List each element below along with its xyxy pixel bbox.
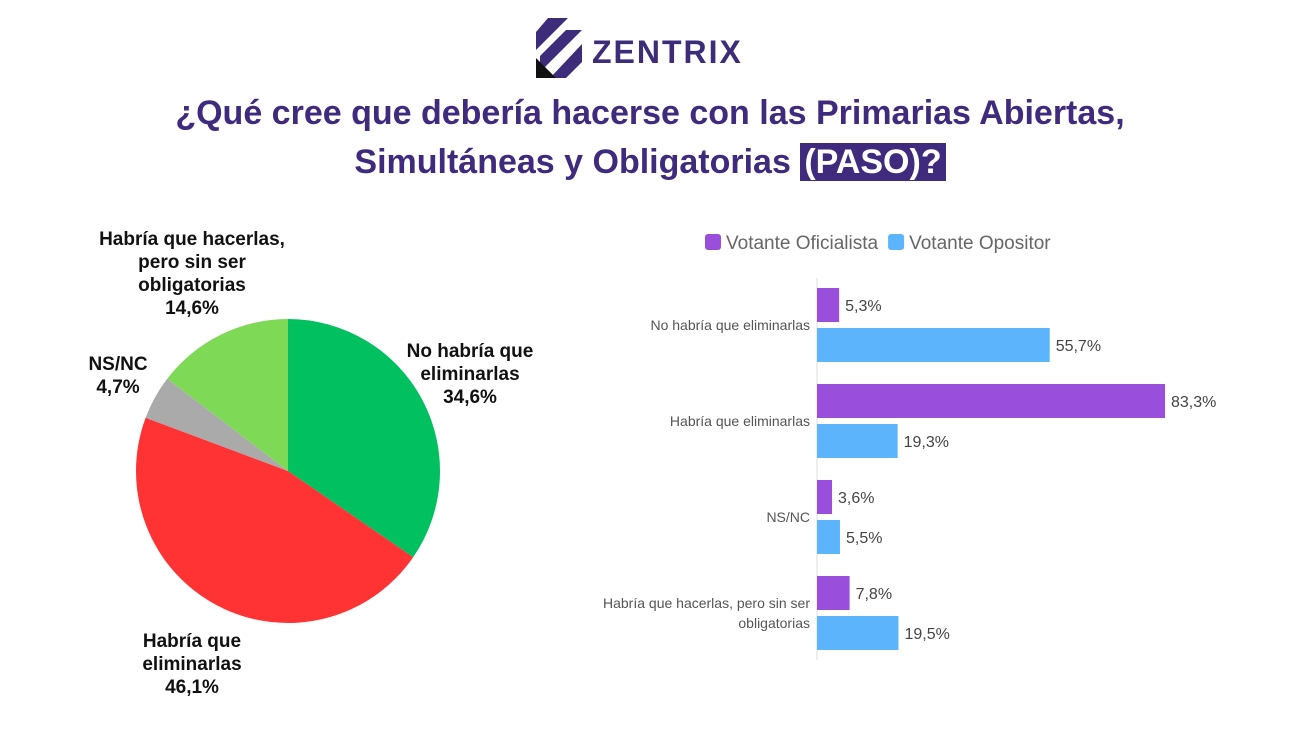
pie-label: No habría que eliminarlas 34,6%	[390, 340, 550, 409]
pie-slice	[136, 417, 414, 623]
pie-label: Habría que eliminarlas 46,1%	[112, 630, 272, 699]
title-highlight: (PASO)?	[800, 143, 946, 181]
value-label: 19,5%	[904, 626, 949, 643]
pie-value: 14,6%	[165, 298, 219, 319]
bar	[817, 288, 840, 322]
value-label: 19,3%	[904, 434, 949, 451]
value-label: 3,6%	[838, 490, 874, 507]
value-label: 55,7%	[1056, 338, 1101, 355]
legend-label: Votante Opositor	[909, 233, 1051, 254]
pie-value: 34,6%	[443, 387, 497, 408]
bar	[817, 616, 899, 650]
pie-label: Habría que hacerlas, pero sin ser obliga…	[82, 228, 302, 320]
pie-slice	[167, 319, 288, 471]
pie-category: Habría que eliminarlas	[142, 631, 242, 675]
value-label: 7,8%	[856, 586, 892, 603]
pie-label: NS/NC 4,7%	[38, 353, 198, 399]
pie-category: Habría que hacerlas, pero sin ser obliga…	[99, 229, 285, 296]
pie-category: No habría que eliminarlas	[406, 341, 534, 385]
category-label: No habría que eliminarlas	[650, 317, 810, 333]
logo-icon	[536, 18, 582, 78]
bar	[817, 328, 1050, 362]
bar	[817, 424, 898, 458]
legend-swatch	[888, 234, 905, 250]
legend-label: Votante Oficialista	[726, 233, 879, 254]
legend-swatch	[705, 234, 721, 250]
value-label: 5,5%	[846, 530, 882, 547]
value-label: 83,3%	[1171, 394, 1216, 411]
brand: ZENTRIX	[592, 34, 743, 70]
bar	[817, 480, 833, 514]
title-line: Simultáneas y Obligatorias	[354, 143, 791, 181]
pie-slice	[145, 378, 288, 471]
pie-category: NS/NC	[88, 354, 148, 375]
category-label: Habría que hacerlas, pero sin ser obliga…	[603, 595, 810, 631]
value-label: 5,3%	[845, 298, 881, 315]
title-line: Simultáneas y Obligatorias (PASO)?	[0, 142, 1300, 182]
pie-slice	[288, 319, 440, 558]
pie-value: 46,1%	[165, 677, 219, 698]
category-label: NS/NC	[766, 509, 810, 525]
bar	[817, 520, 840, 554]
bar	[817, 384, 1165, 418]
title-line: ¿Qué cree que debería hacerse con las Pr…	[175, 94, 1125, 132]
bar	[817, 576, 850, 610]
category-label: Habría que eliminarlas	[669, 413, 810, 429]
pie-value: 4,7%	[96, 377, 140, 398]
